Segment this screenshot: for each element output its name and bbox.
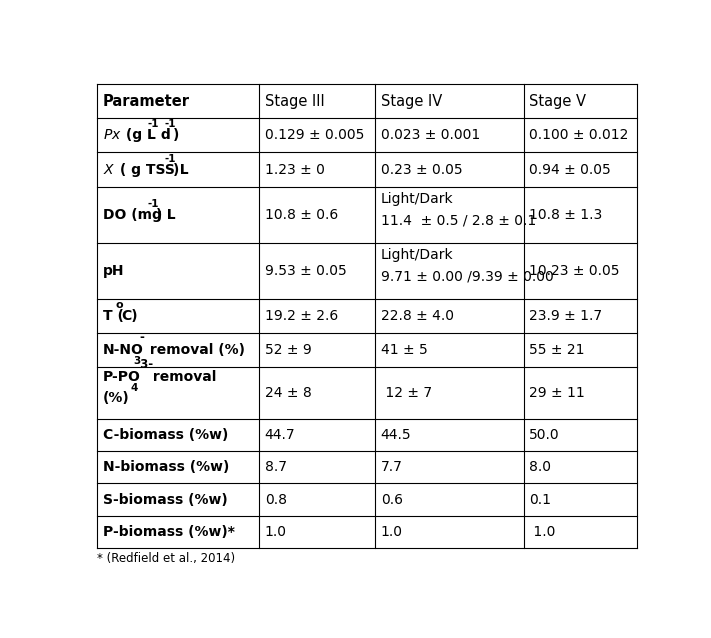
Text: N-biomass (%w): N-biomass (%w) (102, 460, 229, 474)
Text: Stage V: Stage V (529, 94, 587, 108)
Text: 0.94 ± 0.05: 0.94 ± 0.05 (529, 163, 611, 177)
Text: 22.8 ± 4.0: 22.8 ± 4.0 (381, 309, 454, 323)
Text: Light/Dark: Light/Dark (381, 192, 454, 206)
Text: 50.0: 50.0 (529, 428, 560, 442)
Text: 0.100 ± 0.012: 0.100 ± 0.012 (529, 128, 629, 142)
Text: Stage IV: Stage IV (381, 94, 442, 108)
Text: 44.7: 44.7 (264, 428, 295, 442)
Text: -1: -1 (147, 119, 159, 130)
Text: 29 ± 11: 29 ± 11 (529, 386, 585, 400)
Text: 23.9 ± 1.7: 23.9 ± 1.7 (529, 309, 602, 323)
Text: 44.5: 44.5 (381, 428, 412, 442)
Text: 1.0: 1.0 (264, 525, 287, 539)
Text: T (: T ( (102, 309, 124, 323)
Text: -1: -1 (164, 154, 176, 164)
Text: DO (mg L: DO (mg L (102, 208, 176, 222)
Text: 10.23 ± 0.05: 10.23 ± 0.05 (529, 264, 620, 278)
Text: 3-: 3- (137, 358, 154, 371)
Text: P-PO: P-PO (102, 369, 141, 383)
Text: * (Redfield et al., 2014): * (Redfield et al., 2014) (97, 552, 235, 565)
Text: -1: -1 (165, 119, 176, 130)
Text: 12 ± 7: 12 ± 7 (381, 386, 432, 400)
Text: 11.4  ± 0.5 / 2.8 ± 0.1: 11.4 ± 0.5 / 2.8 ± 0.1 (381, 213, 536, 227)
Text: 55 ± 21: 55 ± 21 (529, 343, 584, 357)
Text: 3: 3 (133, 356, 140, 366)
Text: o: o (116, 300, 124, 310)
Text: (%): (%) (102, 391, 129, 405)
Text: 0.8: 0.8 (264, 493, 287, 507)
Text: N-NO: N-NO (102, 343, 144, 357)
Text: 7.7: 7.7 (381, 460, 402, 474)
Text: 0.23 ± 0.05: 0.23 ± 0.05 (381, 163, 462, 177)
Text: 0.1: 0.1 (529, 493, 551, 507)
Text: Light/Dark: Light/Dark (381, 248, 454, 262)
Text: 8.7: 8.7 (264, 460, 287, 474)
Text: removal (%): removal (%) (144, 343, 245, 357)
Text: ( g TSS L: ( g TSS L (114, 163, 188, 177)
Text: ): ) (156, 208, 163, 222)
Text: 24 ± 8: 24 ± 8 (264, 386, 311, 400)
Text: 0.129 ± 0.005: 0.129 ± 0.005 (264, 128, 364, 142)
Text: 0.6: 0.6 (381, 493, 402, 507)
Text: 9.71 ± 0.00 /9.39 ± 0.00: 9.71 ± 0.00 /9.39 ± 0.00 (381, 269, 553, 283)
Text: 9.53 ± 0.05: 9.53 ± 0.05 (264, 264, 346, 278)
Text: C-biomass (%w): C-biomass (%w) (102, 428, 228, 442)
Text: 10.8 ± 0.6: 10.8 ± 0.6 (264, 208, 338, 222)
Text: P-biomass (%w)*: P-biomass (%w)* (102, 525, 235, 539)
Text: ): ) (173, 163, 179, 177)
Text: 4: 4 (130, 383, 137, 392)
Text: 8.0: 8.0 (529, 460, 551, 474)
Text: 1.0: 1.0 (381, 525, 402, 539)
Text: ): ) (173, 128, 179, 142)
Text: -: - (139, 331, 144, 345)
Text: pH: pH (102, 264, 124, 278)
Text: 1.0: 1.0 (529, 525, 555, 539)
Text: 1.23 ± 0: 1.23 ± 0 (264, 163, 324, 177)
Text: -1: -1 (148, 199, 159, 209)
Text: Stage III: Stage III (264, 94, 324, 108)
Text: $\mathit{X}$: $\mathit{X}$ (102, 163, 115, 177)
Text: 52 ± 9: 52 ± 9 (264, 343, 311, 357)
Text: $\mathit{Px}$: $\mathit{Px}$ (102, 128, 122, 142)
Text: C): C) (122, 309, 138, 323)
Text: 10.8 ± 1.3: 10.8 ± 1.3 (529, 208, 602, 222)
Text: Parameter: Parameter (102, 94, 190, 108)
Text: removal: removal (149, 369, 217, 383)
Text: (g L: (g L (121, 128, 156, 142)
Text: 19.2 ± 2.6: 19.2 ± 2.6 (264, 309, 338, 323)
Text: S-biomass (%w): S-biomass (%w) (102, 493, 228, 507)
Text: 41 ± 5: 41 ± 5 (381, 343, 427, 357)
Text: 0.023 ± 0.001: 0.023 ± 0.001 (381, 128, 480, 142)
Text: d: d (156, 128, 171, 142)
